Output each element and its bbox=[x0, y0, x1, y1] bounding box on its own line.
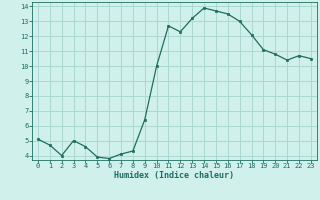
X-axis label: Humidex (Indice chaleur): Humidex (Indice chaleur) bbox=[115, 171, 234, 180]
